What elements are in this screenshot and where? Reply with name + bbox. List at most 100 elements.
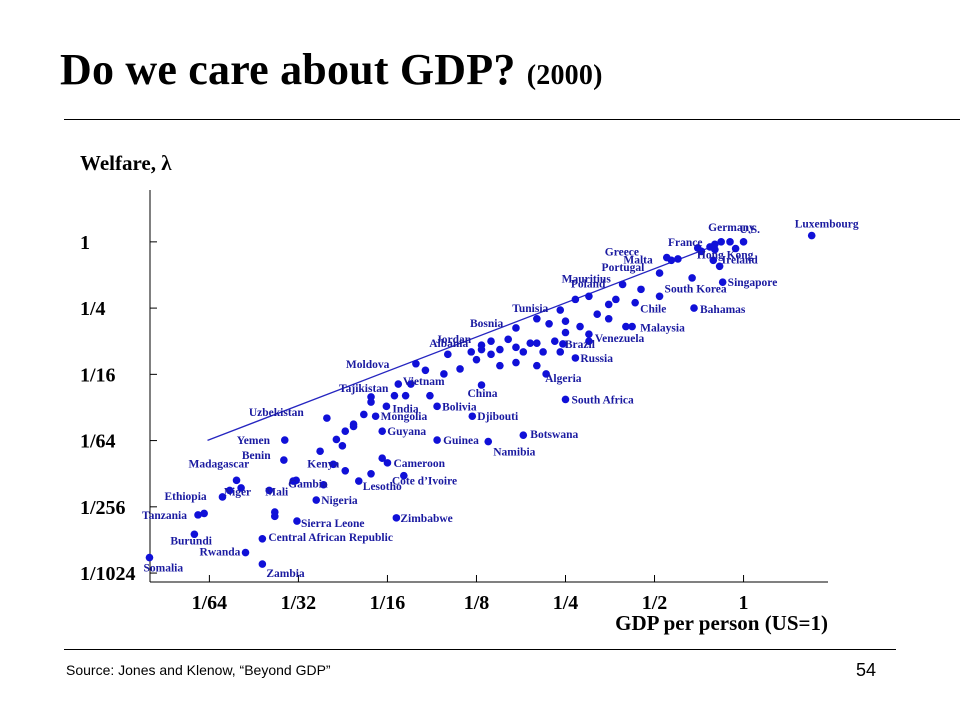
data-point xyxy=(401,391,410,400)
slide-title-year: (2000) xyxy=(526,60,603,91)
data-point xyxy=(585,330,593,338)
data-point xyxy=(487,350,495,359)
x-tick-label: 1/64 xyxy=(192,592,228,614)
data-point xyxy=(338,442,347,450)
point-label: Sierra Leone xyxy=(301,518,365,530)
data-point xyxy=(194,511,202,519)
point-label: Kenya xyxy=(307,458,339,470)
data-point xyxy=(533,314,541,323)
data-point xyxy=(354,477,363,485)
data-point xyxy=(241,548,250,557)
point-label: Portugal xyxy=(602,262,645,274)
footer-divider xyxy=(64,649,896,650)
data-point xyxy=(270,512,279,521)
data-point xyxy=(332,435,341,444)
data-point xyxy=(604,314,613,323)
point-label: Madagascar xyxy=(189,458,250,470)
data-point xyxy=(341,467,350,475)
data-point xyxy=(316,447,324,456)
regression-fit-line xyxy=(207,243,719,441)
data-point xyxy=(655,292,664,301)
data-point xyxy=(312,496,321,504)
point-label: Mongolia xyxy=(381,411,428,423)
data-point xyxy=(726,238,734,246)
point-label: Zambia xyxy=(266,568,305,580)
point-label: Guyana xyxy=(387,426,426,438)
point-label: Yemen xyxy=(237,435,271,447)
point-label: Tunisia xyxy=(512,303,548,315)
data-point xyxy=(400,471,408,480)
point-label: Zimbabwe xyxy=(400,513,452,525)
data-point xyxy=(604,300,613,309)
data-point xyxy=(593,310,602,319)
y-tick-label: 1/256 xyxy=(80,497,126,519)
point-label: China xyxy=(468,388,498,400)
point-label: Ireland xyxy=(722,254,759,266)
point-label: Cote d’Ivoire xyxy=(392,476,457,488)
data-point xyxy=(392,514,401,522)
data-point xyxy=(280,436,289,444)
x-tick-label: 1 xyxy=(739,592,749,614)
data-point xyxy=(265,486,274,495)
data-point xyxy=(341,427,350,436)
data-point xyxy=(807,231,816,240)
point-label: Cameroon xyxy=(393,458,445,470)
point-label: Central African Republic xyxy=(268,532,393,544)
point-label: Tanzania xyxy=(142,510,187,522)
data-point xyxy=(512,358,520,367)
point-label: Moldova xyxy=(346,359,390,371)
x-tick-label: 1/16 xyxy=(370,592,406,614)
data-point xyxy=(225,486,234,495)
data-point xyxy=(718,278,727,286)
point-label: Poland xyxy=(571,278,606,290)
data-point xyxy=(512,324,520,332)
point-label: Botswana xyxy=(530,429,578,441)
y-tick-label: 1/64 xyxy=(80,431,116,453)
data-point xyxy=(526,339,535,347)
x-tick-label: 1/32 xyxy=(281,592,317,614)
data-point xyxy=(709,256,718,265)
data-point xyxy=(519,431,528,439)
point-label: U.S. xyxy=(740,224,761,236)
data-point xyxy=(667,256,676,265)
data-point xyxy=(190,530,199,539)
point-label: Luxembourg xyxy=(795,219,859,231)
data-point xyxy=(329,460,338,469)
point-label: Singapore xyxy=(728,277,778,289)
data-point xyxy=(585,292,593,301)
point-label: Nigeria xyxy=(321,495,358,507)
data-point xyxy=(533,361,541,370)
data-point xyxy=(145,553,154,562)
data-point xyxy=(731,244,740,253)
data-point xyxy=(571,295,580,304)
data-point xyxy=(456,365,464,373)
point-label: Rwanda xyxy=(200,547,241,559)
x-tick-label: 1/2 xyxy=(642,592,668,614)
data-point xyxy=(739,238,748,246)
data-point xyxy=(200,509,208,518)
point-label: India xyxy=(392,403,418,415)
point-label: Mali xyxy=(265,486,289,498)
point-label: Benin xyxy=(242,450,271,462)
y-tick-label: 1/4 xyxy=(80,298,106,320)
data-point xyxy=(496,345,504,354)
point-label: Malta xyxy=(623,254,653,266)
data-point xyxy=(628,322,636,331)
data-point xyxy=(612,295,620,304)
data-point xyxy=(292,476,300,485)
data-point xyxy=(542,370,550,378)
point-label: Lesotho xyxy=(363,481,402,493)
point-label: Guinea xyxy=(443,435,479,447)
data-point xyxy=(383,459,392,467)
point-label: Burundi xyxy=(170,535,212,547)
data-point xyxy=(561,317,570,326)
data-point xyxy=(360,410,368,419)
data-point xyxy=(378,454,387,463)
data-point xyxy=(390,391,399,400)
data-point xyxy=(367,469,375,478)
data-point xyxy=(618,280,627,289)
slide-title-text: Do we care about GDP? xyxy=(60,45,516,94)
data-point xyxy=(504,335,512,344)
data-point xyxy=(433,436,441,444)
